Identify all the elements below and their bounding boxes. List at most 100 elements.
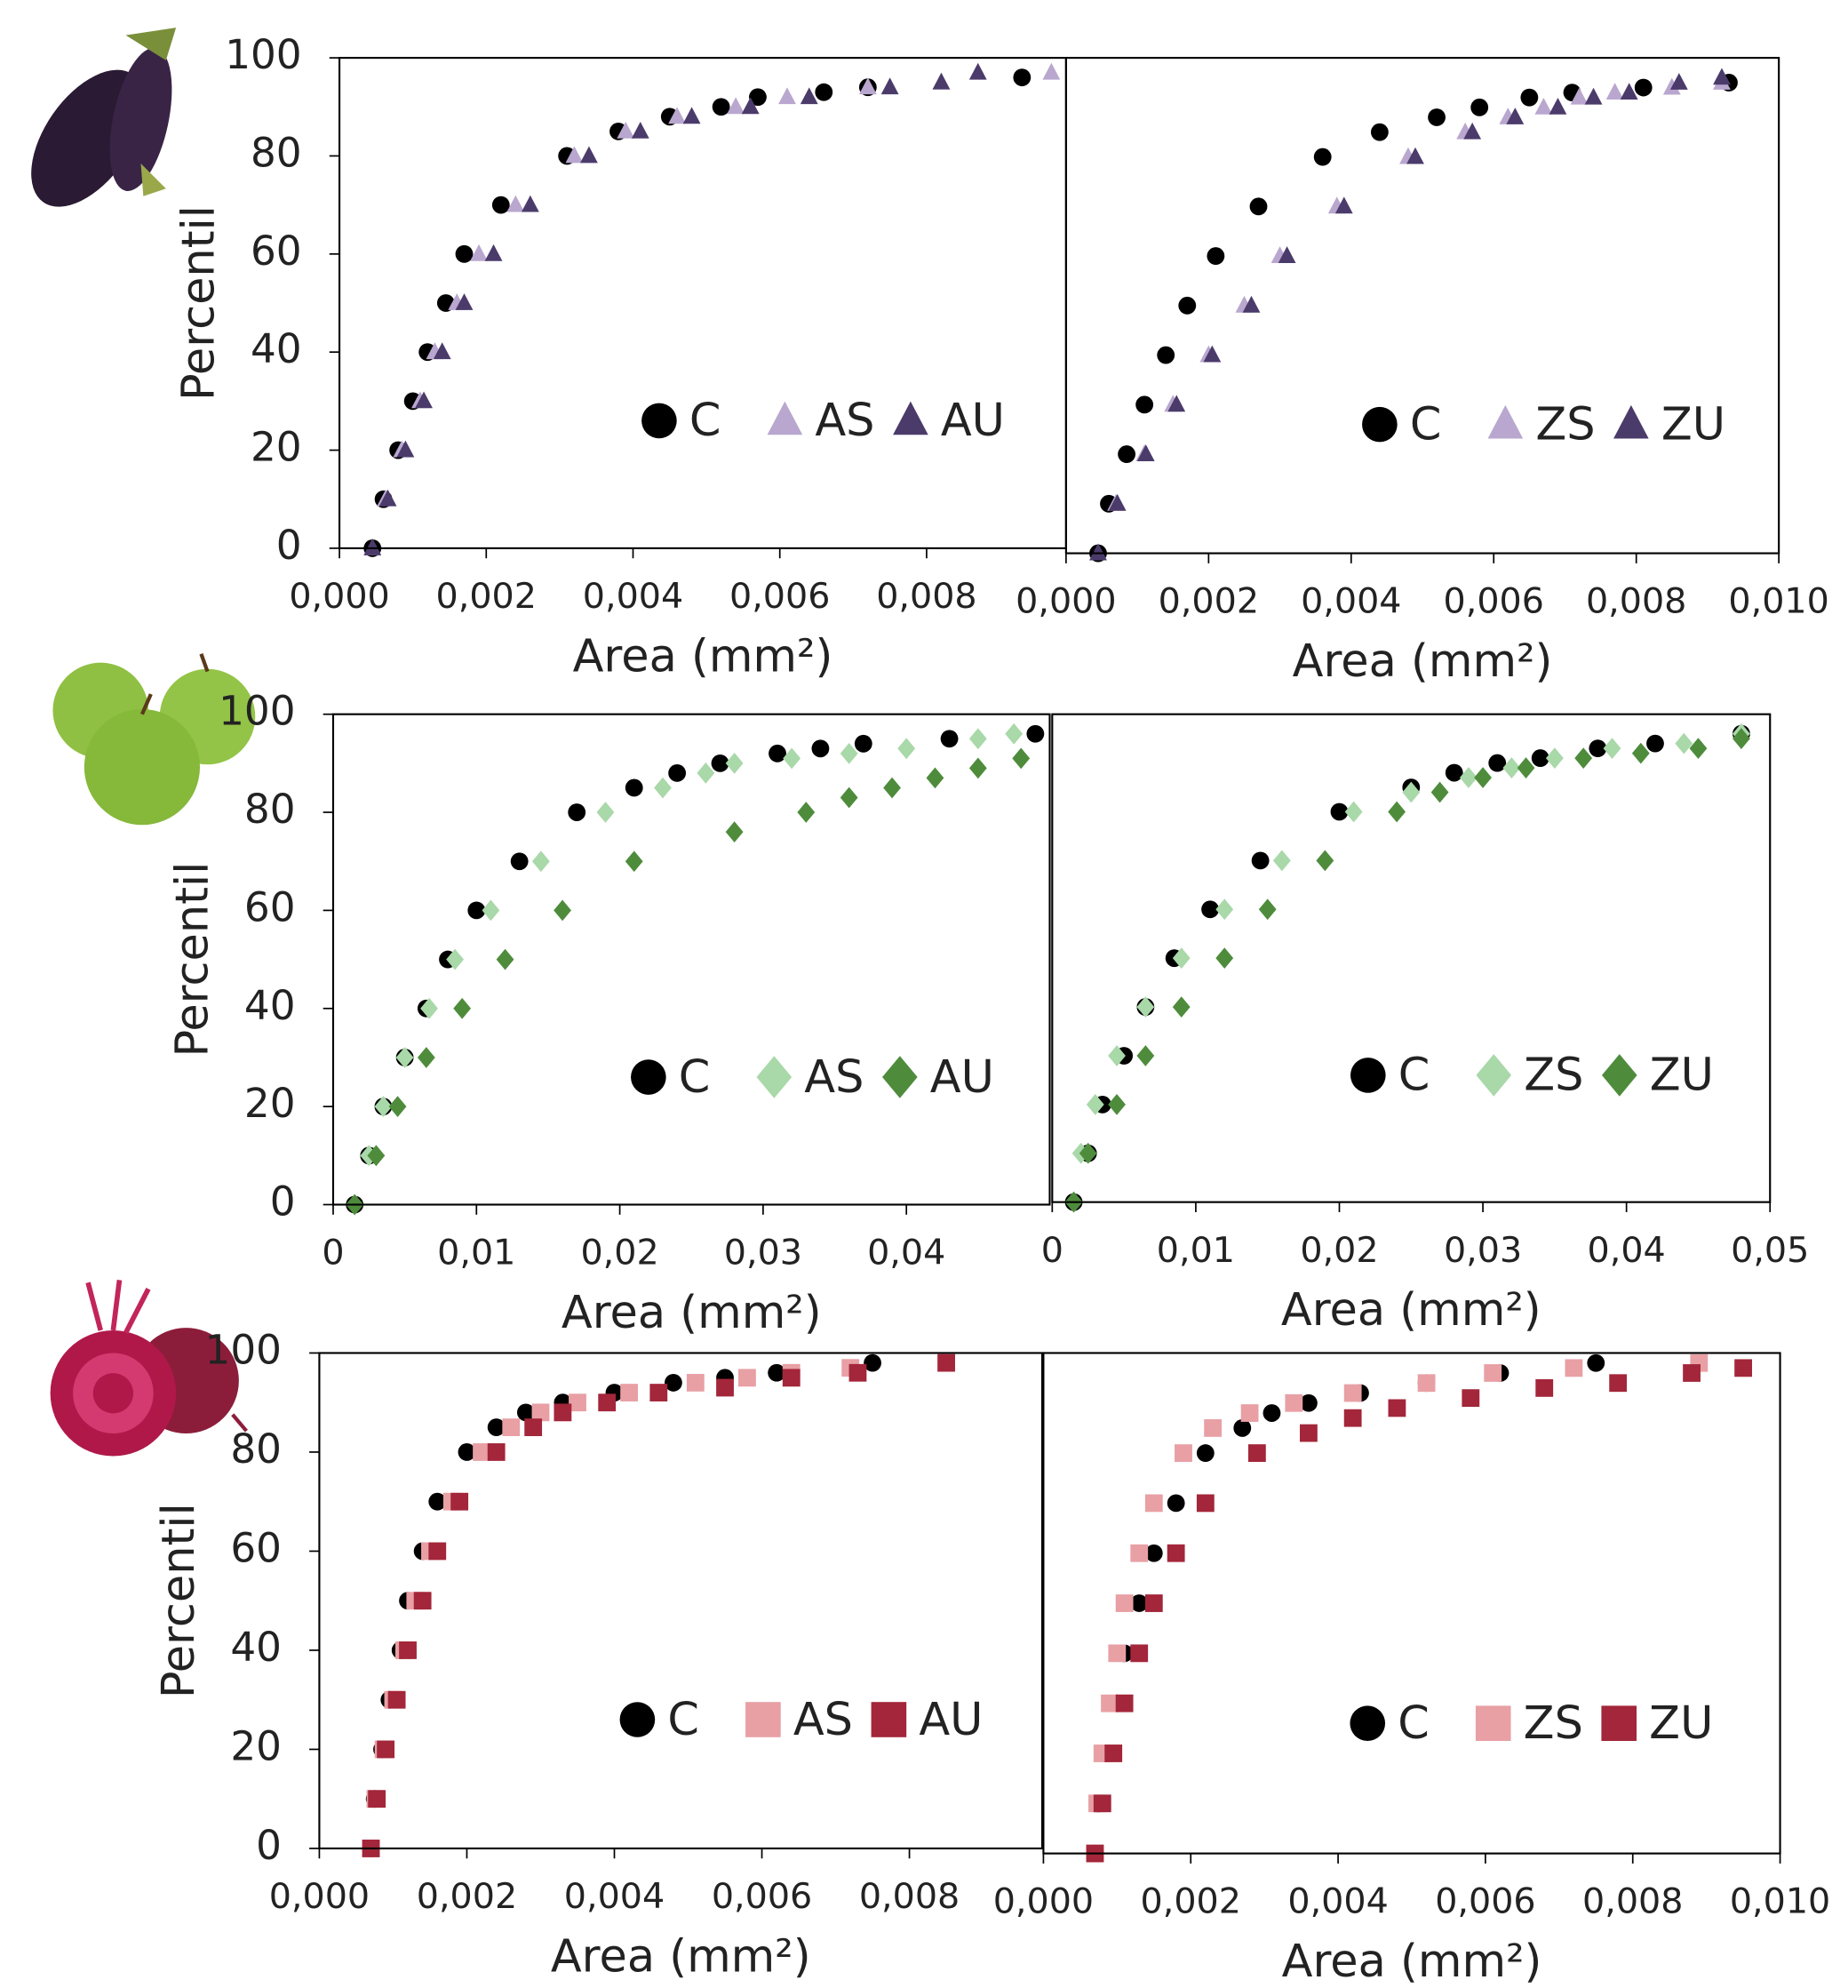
data-point: [1157, 347, 1175, 364]
data-point: [1250, 197, 1268, 215]
data-point: [649, 1384, 667, 1401]
y-tick-label: 0: [270, 1178, 296, 1226]
x-axis-label: Area (mm²): [1281, 1284, 1541, 1337]
y-tick-label: 20: [230, 1722, 282, 1769]
data-point: [1734, 1359, 1752, 1377]
y-tick-label: 40: [230, 1624, 282, 1671]
legend-marker: [641, 403, 677, 439]
y-tick-label: 60: [244, 883, 296, 930]
y-tick-label: 100: [219, 688, 295, 735]
data-point: [1207, 247, 1224, 265]
legend: CZSZU: [1350, 1697, 1713, 1750]
data-point: [428, 1543, 446, 1561]
data-point: [1683, 1364, 1701, 1382]
legend-label: C: [1398, 1050, 1430, 1102]
legend-label: ZS: [1535, 398, 1595, 451]
data-point: [1145, 1494, 1163, 1512]
data-point: [815, 84, 832, 101]
x-tick-label: 0,05: [1731, 1230, 1809, 1271]
data-point: [625, 779, 643, 797]
x-tick-label: 0,006: [1444, 581, 1544, 622]
legend-marker: [1476, 1705, 1511, 1741]
legend-label: ZU: [1661, 398, 1725, 451]
x-tick-label: 0,002: [417, 1876, 517, 1917]
y-tick-label: 80: [244, 786, 296, 833]
data-point: [388, 1691, 406, 1709]
data-point: [1233, 1419, 1251, 1437]
data-point: [1344, 1385, 1362, 1402]
data-point: [1135, 395, 1153, 413]
x-tick-label: 0,002: [1141, 1881, 1241, 1922]
data-point: [1418, 1374, 1436, 1392]
page: {"chart_data": [ {"type": "scatter", "x_…: [0, 0, 1848, 1988]
legend-marker: [745, 1702, 781, 1737]
x-tick-label: 0,010: [1730, 1881, 1830, 1922]
legend-label: C: [679, 1051, 711, 1104]
x-tick-label: 0: [322, 1233, 344, 1273]
data-point: [568, 803, 585, 821]
data-point: [399, 1641, 417, 1659]
y-tick-label: 80: [230, 1425, 282, 1473]
data-point: [554, 1403, 571, 1421]
data-point: [511, 852, 529, 870]
y-tick-label: 100: [225, 31, 301, 78]
data-point: [1116, 1594, 1134, 1612]
y-tick-label: 60: [251, 228, 302, 275]
data-point: [783, 1369, 801, 1386]
x-axis-label: Area (mm²): [562, 1287, 822, 1339]
data-point: [1446, 764, 1463, 782]
data-point: [620, 1384, 638, 1401]
data-point: [1013, 68, 1031, 86]
data-point: [1130, 1545, 1148, 1562]
data-point: [1026, 725, 1044, 743]
legend-label: AU: [919, 1694, 983, 1746]
data-point: [1535, 1379, 1553, 1397]
data-point: [855, 735, 872, 753]
x-tick-label: 0,002: [436, 576, 537, 617]
legend-marker: [1350, 1705, 1385, 1741]
data-point: [1252, 851, 1270, 869]
x-tick-label: 0,008: [1586, 581, 1686, 622]
legend-label: AS: [793, 1694, 853, 1746]
data-point: [1145, 1594, 1163, 1612]
x-tick-label: 0,02: [580, 1233, 658, 1273]
data-point: [1609, 1374, 1627, 1392]
data-point: [769, 745, 786, 762]
legend: CZSZU: [1362, 398, 1725, 451]
x-tick-label: 0,000: [269, 1876, 370, 1917]
x-tick-label: 0,000: [993, 1881, 1094, 1922]
legend-marker: [872, 1702, 907, 1737]
y-tick-label: 0: [276, 522, 302, 569]
data-point: [1314, 148, 1332, 166]
data-point: [1130, 1644, 1148, 1662]
y-tick-label: 40: [251, 325, 302, 372]
data-point: [1587, 1354, 1605, 1372]
data-point: [812, 739, 830, 757]
data-point: [1197, 1494, 1215, 1512]
data-point: [1094, 1794, 1111, 1812]
data-point: [849, 1364, 867, 1382]
data-point: [1116, 1695, 1134, 1713]
x-tick-label: 0,010: [1728, 581, 1828, 622]
y-tick-label: 20: [244, 1080, 296, 1127]
data-point: [941, 730, 959, 747]
legend: CASAU: [620, 1694, 984, 1746]
legend-marker: [631, 1059, 666, 1095]
y-axis-label: Percentil: [172, 205, 225, 401]
x-axis-label: Area (mm²): [1282, 1936, 1542, 1988]
legend-label: C: [689, 395, 721, 447]
data-point: [1197, 1444, 1215, 1462]
legend-label: AU: [930, 1051, 994, 1104]
x-tick-label: 0,02: [1300, 1230, 1378, 1271]
y-tick-label: 20: [251, 424, 302, 471]
data-point: [1248, 1444, 1266, 1462]
data-point: [1470, 99, 1488, 116]
y-axis-label: Percentil: [166, 862, 219, 1058]
data-point: [1635, 79, 1653, 97]
x-tick-label: 0,006: [729, 576, 830, 617]
data-point: [1300, 1425, 1318, 1442]
x-tick-label: 0,04: [867, 1233, 945, 1273]
data-point: [1646, 735, 1664, 753]
x-tick-label: 0,004: [1301, 581, 1401, 622]
